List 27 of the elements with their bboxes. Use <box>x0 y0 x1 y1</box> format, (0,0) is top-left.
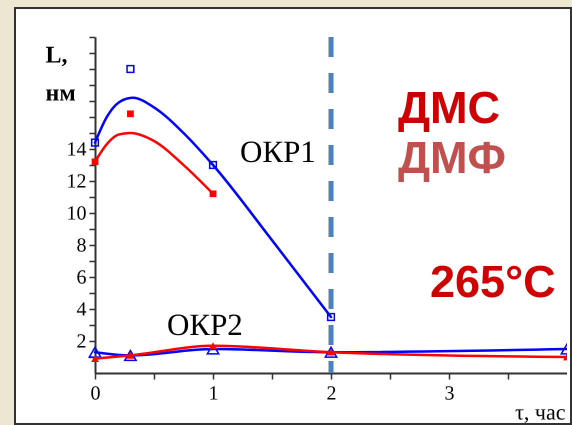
point <box>208 160 218 170</box>
point <box>127 110 134 118</box>
point <box>324 346 338 358</box>
point <box>126 64 135 74</box>
annotation: ОКР2 <box>167 307 243 342</box>
y-tick-label: 8 <box>76 234 86 256</box>
y-tick-label: 12 <box>66 170 86 192</box>
y-tick-label: 6 <box>76 266 86 288</box>
annotation: ДМФ <box>398 132 506 183</box>
point <box>124 350 137 362</box>
x-tick-label: 2 <box>326 382 336 404</box>
point <box>91 355 99 362</box>
x-tick-label: 3 <box>444 382 454 404</box>
x-tick-label: 0 <box>90 382 100 404</box>
point <box>88 346 102 358</box>
point <box>90 138 100 147</box>
y-tick-label: 4 <box>76 298 86 320</box>
annotation: ОКР1 <box>240 134 316 169</box>
y-tick-label: 2 <box>76 330 86 352</box>
y-tick-label: 14 <box>66 138 86 160</box>
y-axis-title: L, нм <box>46 42 76 106</box>
point <box>326 312 336 322</box>
y-tick-label: 10 <box>66 202 86 224</box>
x-tick-label: 1 <box>208 382 218 404</box>
annotation: ДМС <box>398 82 500 133</box>
x-axis-title: τ, час <box>515 400 566 424</box>
annotation: 265°C <box>430 256 556 307</box>
